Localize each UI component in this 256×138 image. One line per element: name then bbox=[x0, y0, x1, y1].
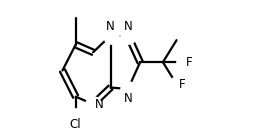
Text: N: N bbox=[124, 20, 132, 33]
Text: N: N bbox=[95, 98, 104, 111]
Text: N: N bbox=[106, 20, 115, 33]
Text: N: N bbox=[124, 92, 132, 105]
Text: F: F bbox=[186, 56, 193, 69]
Text: F: F bbox=[178, 78, 185, 91]
Text: Cl: Cl bbox=[70, 118, 81, 131]
